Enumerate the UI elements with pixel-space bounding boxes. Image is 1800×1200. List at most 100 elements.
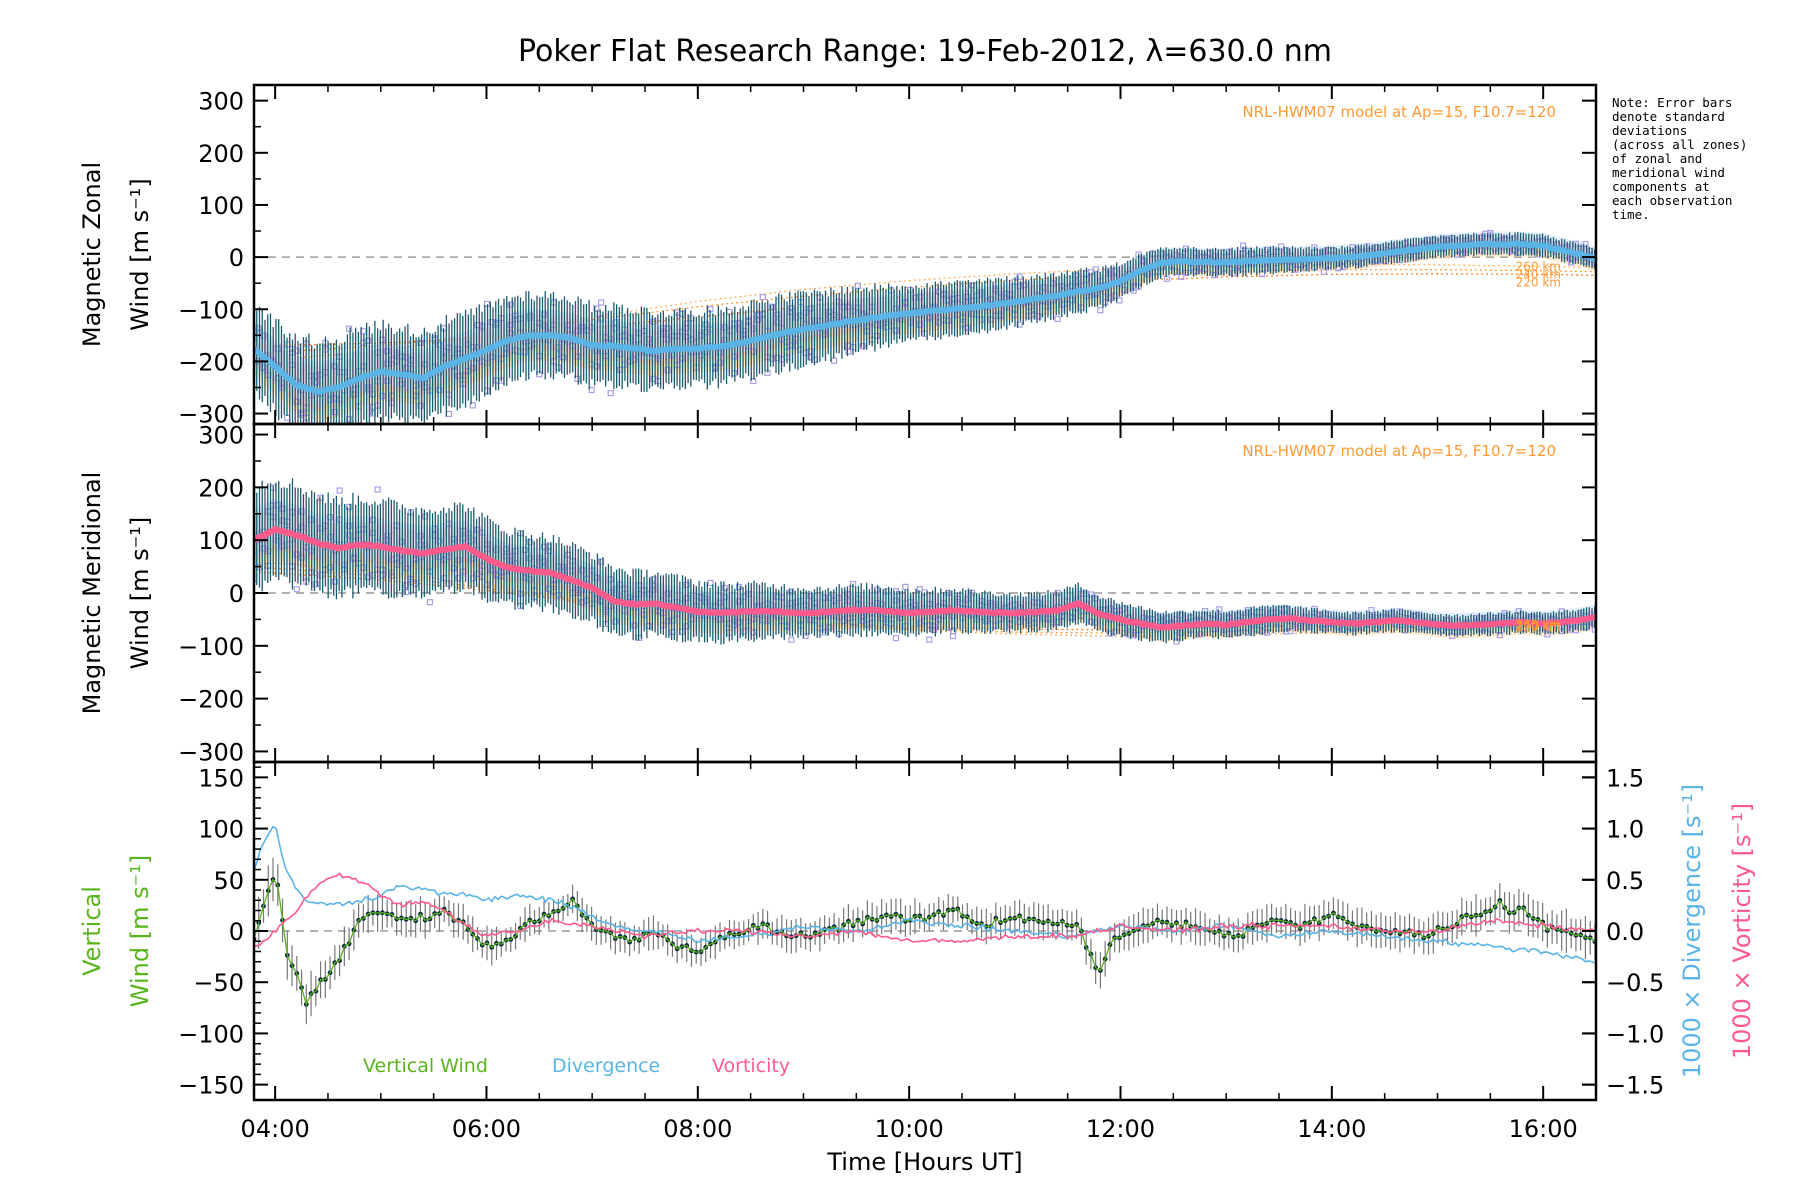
- zone-point: [398, 557, 405, 564]
- zone-point: [279, 505, 286, 512]
- zone-point: [892, 327, 900, 334]
- zone-point: [788, 636, 795, 643]
- zone-point: [346, 503, 353, 510]
- zone-point: [588, 386, 595, 394]
- zone-point: [631, 622, 638, 629]
- zone-point: [365, 337, 372, 344]
- zone-point: [968, 589, 976, 596]
- zone-point: [593, 574, 600, 581]
- zone-point: [559, 354, 567, 361]
- zone-point: [1092, 266, 1099, 273]
- zone-point: [1530, 247, 1537, 254]
- zone-point: [1320, 268, 1328, 275]
- note-line: time.: [1612, 207, 1650, 222]
- vorticity-line: [254, 872, 1596, 947]
- zone-point: [417, 533, 424, 540]
- zone-point: [426, 599, 434, 606]
- zone-point: [1263, 265, 1270, 272]
- zone-point: [598, 299, 605, 306]
- zone-point: [1587, 247, 1594, 254]
- y2-tick-label: 0.0: [1606, 918, 1644, 946]
- zone-point: [807, 348, 814, 355]
- zone-point: [769, 602, 776, 609]
- y-tick-label: −300: [178, 738, 244, 766]
- y2-tick-label: −0.5: [1606, 969, 1664, 997]
- y-tick-label: 0: [229, 244, 244, 272]
- zone-point: [750, 377, 757, 385]
- zone-point: [964, 293, 971, 300]
- zone-point: [702, 595, 709, 602]
- zone-point: [469, 402, 476, 409]
- zone-point: [807, 592, 814, 600]
- y-tick-label: 100: [198, 192, 244, 220]
- zone-point: [683, 623, 690, 630]
- zone-point: [612, 325, 619, 332]
- zone-point: [1140, 257, 1147, 264]
- zone-point: [1097, 307, 1104, 314]
- zone-point: [1073, 272, 1080, 279]
- legend-vorticity: Vorticity: [712, 1055, 790, 1077]
- chart-title: Poker Flat Research Range: 19-Feb-2012, …: [518, 34, 1332, 69]
- zone-point: [521, 348, 529, 356]
- zone-point: [284, 414, 291, 421]
- zone-point: [721, 593, 728, 601]
- zone-point: [507, 322, 514, 329]
- zone-point: [1406, 252, 1413, 259]
- zone-point: [574, 375, 581, 382]
- zone-point: [521, 546, 529, 554]
- zone-point: [579, 567, 586, 574]
- y2-tick-label: 0.5: [1606, 867, 1644, 895]
- zone-point: [312, 581, 319, 588]
- zone-point: [1216, 606, 1223, 613]
- zone-point: [331, 578, 338, 585]
- zonal-plot-area: [254, 229, 1596, 424]
- zone-point: [807, 305, 814, 312]
- zone-point: [469, 365, 476, 372]
- note-line: each observation: [1612, 193, 1733, 208]
- zone-point: [1016, 618, 1023, 626]
- zone-point: [1211, 253, 1218, 260]
- zone-point: [845, 615, 852, 622]
- zone-point: [859, 343, 866, 350]
- y2-tick-label: 1.0: [1606, 816, 1644, 844]
- zone-point: [664, 325, 671, 332]
- zone-point: [274, 345, 281, 352]
- meridional-ylabel-line1: Magnetic Meridional: [78, 472, 106, 715]
- zonal-model-label: NRL-HWM07 model at Ap=15, F10.7=120: [1242, 103, 1556, 121]
- zone-point: [1387, 243, 1394, 250]
- zone-point: [274, 501, 281, 509]
- zone-point: [964, 324, 971, 331]
- note-line: (across all zones): [1612, 137, 1748, 152]
- zone-point: [598, 558, 605, 565]
- zone-point: [707, 579, 714, 587]
- zone-point: [1282, 605, 1289, 612]
- panel-zonal: 300 200 100 0 −100 −200 −300 Magnetic Zonal Wi…: [78, 83, 1598, 429]
- zone-point: [1373, 626, 1380, 633]
- zone-point: [716, 359, 724, 366]
- zone-point: [384, 377, 391, 384]
- zone-point: [892, 634, 900, 642]
- zone-point: [650, 318, 657, 325]
- vertical-ylabel-line2: Wind [m s⁻¹]: [126, 855, 154, 1007]
- y-tick-label: −50: [193, 969, 244, 997]
- model-altitude-label: 220 km: [1516, 620, 1561, 634]
- zone-point: [540, 322, 548, 329]
- panel-vertical: 150 100 50 0 −50 −100 −150 1.5 1.0 0.5 0.0 −0.5 −1.…: [78, 760, 1756, 1176]
- zone-point: [260, 332, 267, 340]
- zone-point: [788, 308, 795, 316]
- x-axis-label: Time [Hours UT]: [826, 1148, 1022, 1176]
- zone-point: [1287, 627, 1294, 635]
- divergence-line: [254, 825, 1596, 964]
- zone-point: [826, 624, 833, 631]
- x-tick-label: 16:00: [1509, 1115, 1578, 1143]
- model-altitude-label: 240 km: [1516, 619, 1561, 633]
- zone-point: [455, 346, 462, 353]
- y-tick-label: 150: [198, 764, 244, 792]
- zone-point: [702, 598, 709, 605]
- zone-point: [645, 336, 652, 343]
- zone-point: [455, 575, 462, 582]
- zone-point: [1477, 234, 1484, 242]
- x-tick-label: 06:00: [452, 1115, 521, 1143]
- zone-point: [930, 623, 938, 630]
